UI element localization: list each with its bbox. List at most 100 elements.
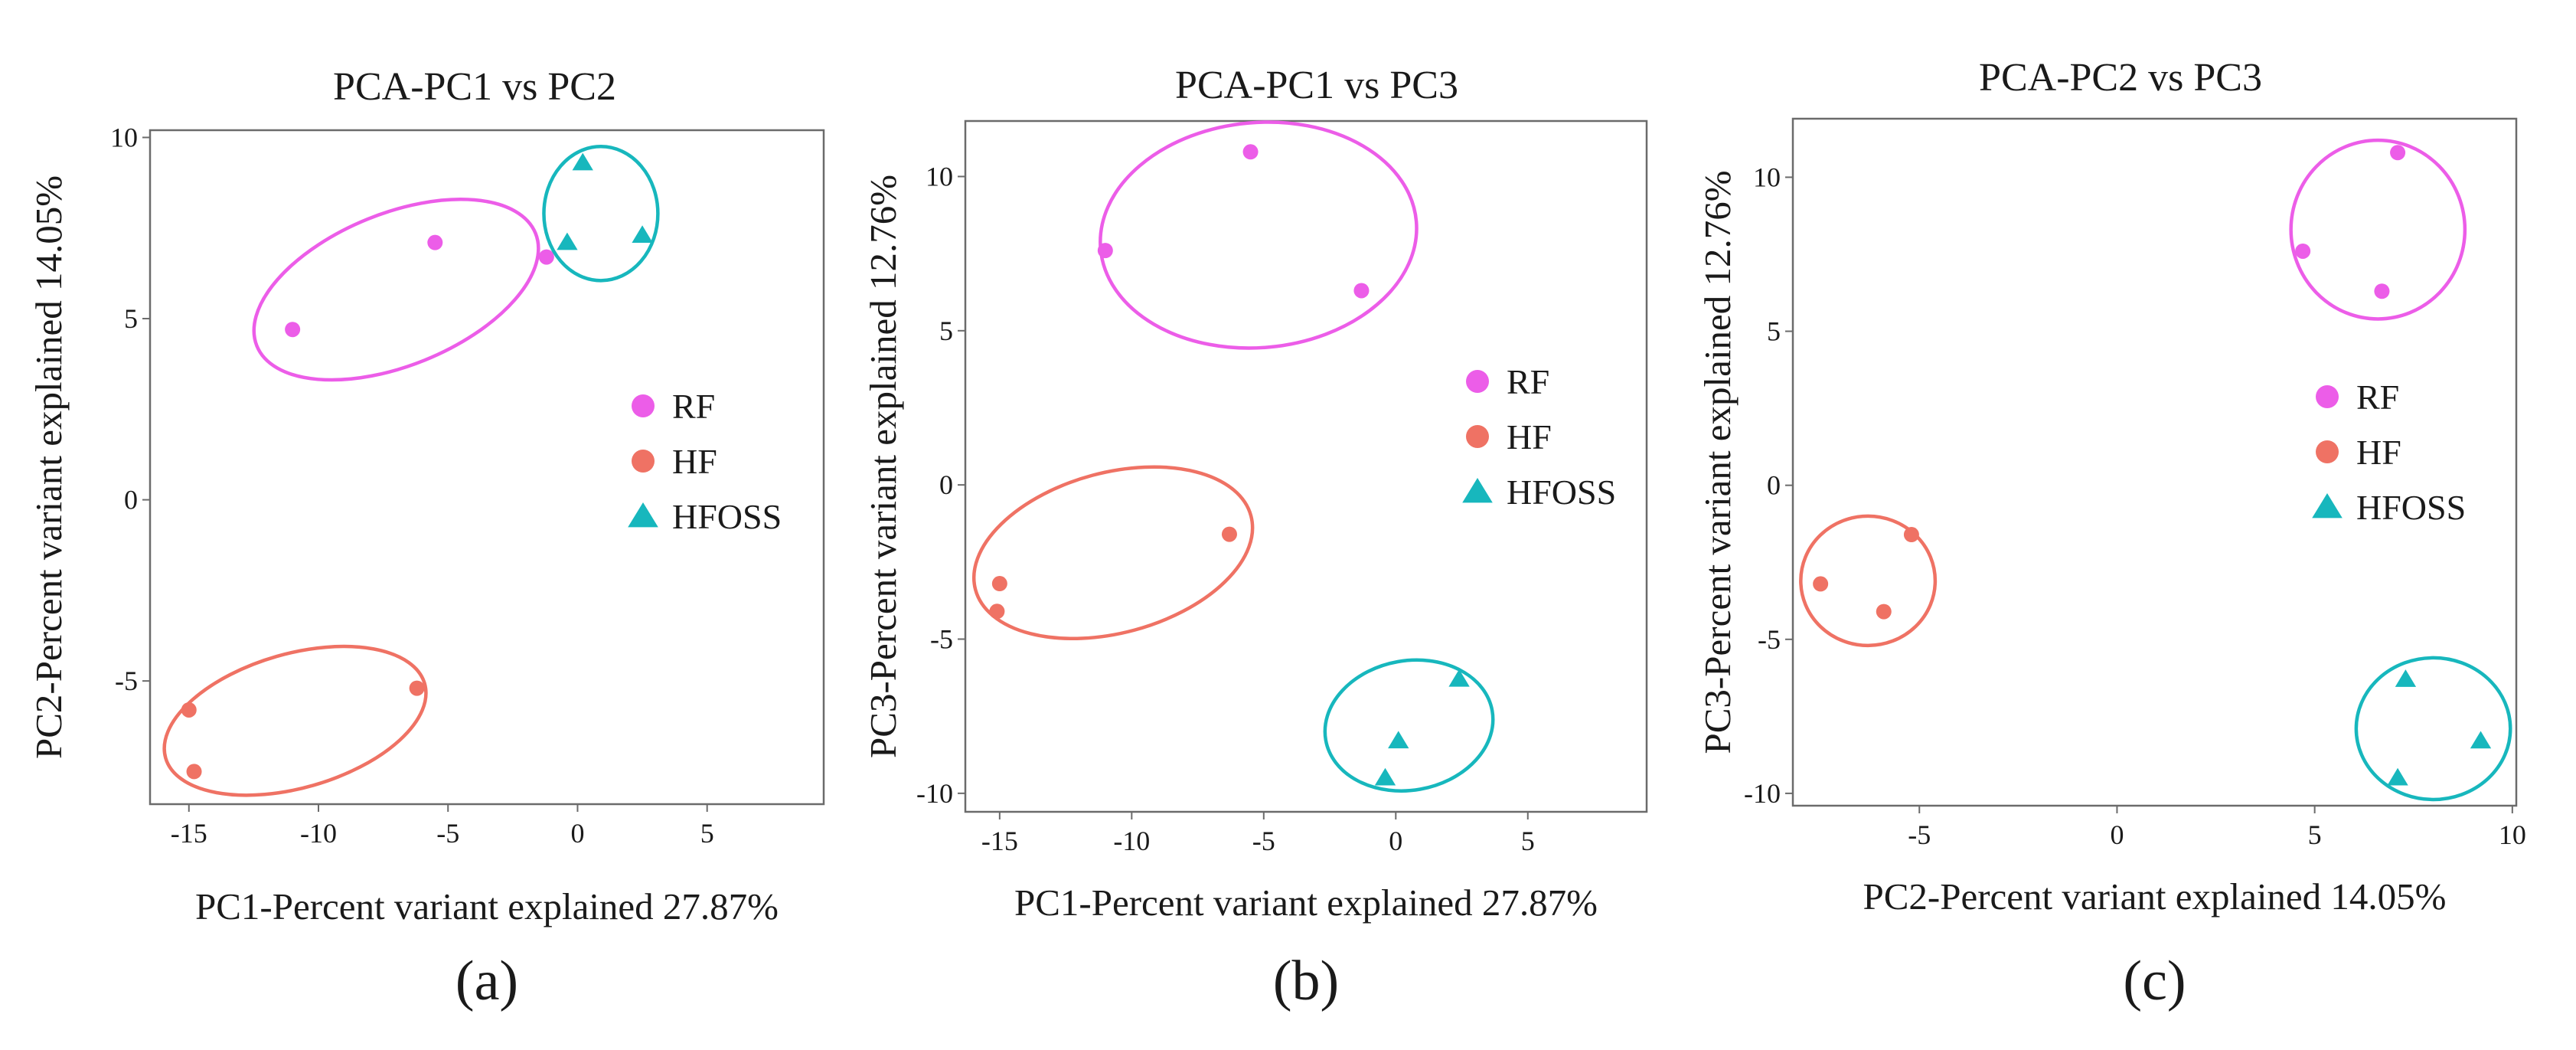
panel-caption: (c) [2123,950,2186,1012]
x-tick-label: 5 [2308,819,2322,850]
data-point-hfoss [1448,669,1470,687]
data-point-hf [1903,527,1919,543]
y-axis-label: PC3-Percent variant explained 12.76% [862,175,904,758]
data-point-hfoss [2470,731,2492,749]
legend-label-rf: RF [1507,362,1549,401]
y-tick-label: -5 [1758,624,1781,655]
legend-marker-rf [632,394,655,417]
legend-marker-rf [1466,370,1489,393]
y-tick-label: 0 [1767,470,1781,501]
legend-marker-rf [2316,385,2339,408]
y-tick-label: 10 [926,161,953,191]
x-tick-label: 0 [2110,819,2124,850]
panel-title: PCA-PC2 vs PC3 [1979,56,2262,100]
x-tick-label: -10 [300,818,337,849]
data-point-hfoss [1388,731,1409,749]
x-tick-label: -15 [981,826,1018,856]
y-tick-label: 0 [124,485,138,515]
y-tick-label: 10 [1753,162,1781,192]
data-point-hfoss [2387,767,2408,786]
legend-label-rf: RF [672,387,715,426]
y-tick-label: -5 [930,624,953,655]
data-point-rf [2390,145,2406,161]
legend-label-hfoss: HFOSS [2356,488,2466,527]
data-point-hfoss [572,152,593,171]
y-tick-label: 10 [110,122,138,152]
data-point-hfoss [557,232,578,250]
legend-label-rf: RF [2356,378,2399,417]
legend-marker-hf [632,450,655,473]
x-tick-label: -10 [1113,826,1150,856]
x-axis-label: PC2-Percent variant explained 14.05% [1863,875,2446,918]
y-tick-label: -10 [1744,778,1781,809]
data-point-rf [1242,144,1259,160]
data-point-hf [181,702,197,718]
legend-marker-hfoss [1462,478,1493,503]
data-point-rf [1097,243,1113,259]
data-point-hf [1221,526,1237,542]
x-tick-label: 5 [1521,826,1535,856]
legend-marker-hf [2316,440,2339,463]
cluster-ellipse-hfoss [542,145,660,283]
cluster-ellipse-hf [1799,514,1938,648]
panel-caption: (b) [1273,950,1339,1012]
panel-3: PCA-PC2 vs PC3 -5 0 5 10 10 5 0 -5 -10 PC2-Percent… [1696,56,2526,1012]
panel-title: PCA-PC1 vs PC2 [333,65,616,109]
legend: RF HF HFOSS [2312,378,2466,527]
y-axis-label: PC3-Percent variant explained 12.76% [1696,170,1739,754]
legend-label-hf: HF [1507,417,1552,456]
cluster-ellipse-rf [252,198,540,382]
cluster-ellipse-hfoss [2354,656,2512,802]
panel-2: PCA-PC1 vs PC3 -15 -10 -5 0 5 10 5 0 -5 -10 PC1-Per… [862,64,1648,1012]
legend-label-hf: HF [672,442,717,481]
data-point-rf [285,322,301,338]
plot-frame [149,129,825,806]
legend-marker-hfoss [2312,493,2343,518]
y-tick-label: -10 [916,778,953,809]
legend: RF HF HFOSS [1462,362,1616,512]
data-point-hf [409,680,425,696]
cluster-ellipse-hf [162,644,428,797]
y-tick-label: 5 [1767,316,1781,347]
x-tick-label: -5 [1252,826,1275,856]
x-axis-label: PC1-Percent variant explained 27.87% [195,885,779,927]
data-point-rf [538,249,554,265]
y-tick-label: 5 [124,303,138,334]
cluster-ellipse-hf [971,465,1255,641]
data-point-rf [427,234,443,250]
x-tick-label: 5 [700,818,714,849]
data-point-hf [989,604,1005,620]
legend-marker-hfoss [628,502,658,528]
plot-frame [964,119,1648,813]
x-tick-label: -5 [436,818,459,849]
y-tick-label: 0 [939,469,953,500]
x-tick-label: 0 [1389,826,1402,856]
x-tick-label: 0 [570,818,584,849]
x-tick-label: -15 [171,818,207,849]
y-tick-label: -5 [115,666,138,696]
panel-caption: (a) [455,950,518,1012]
data-point-rf [1353,283,1370,299]
y-axis-label: PC2-Percent variant explained 14.05% [28,175,70,759]
data-point-hfoss [1374,767,1396,786]
legend: RF HF HFOSS [628,387,782,536]
legend-label-hf: HF [2356,433,2401,472]
x-axis-label: PC1-Percent variant explained 27.87% [1014,882,1598,924]
cluster-ellipse-hfoss [1323,658,1495,793]
data-point-hfoss [2395,669,2417,687]
data-point-hf [186,764,202,780]
data-point-rf [2374,283,2390,299]
cluster-ellipse-rf [1099,120,1419,350]
data-point-hf [1876,604,1892,620]
legend-marker-hf [1466,425,1489,448]
data-point-hf [1813,576,1829,592]
data-point-hf [991,576,1007,592]
data-point-hfoss [632,225,653,243]
y-tick-label: 5 [939,316,953,346]
panel-title: PCA-PC1 vs PC3 [1175,64,1458,107]
plot-frame [1791,117,2518,807]
x-tick-label: -5 [1908,819,1931,850]
x-tick-label: 10 [2499,819,2526,850]
panel-1: PCA-PC1 vs PC2 -15 -10 -5 0 5 10 5 0 -5 PC1-Percen… [28,65,825,1012]
